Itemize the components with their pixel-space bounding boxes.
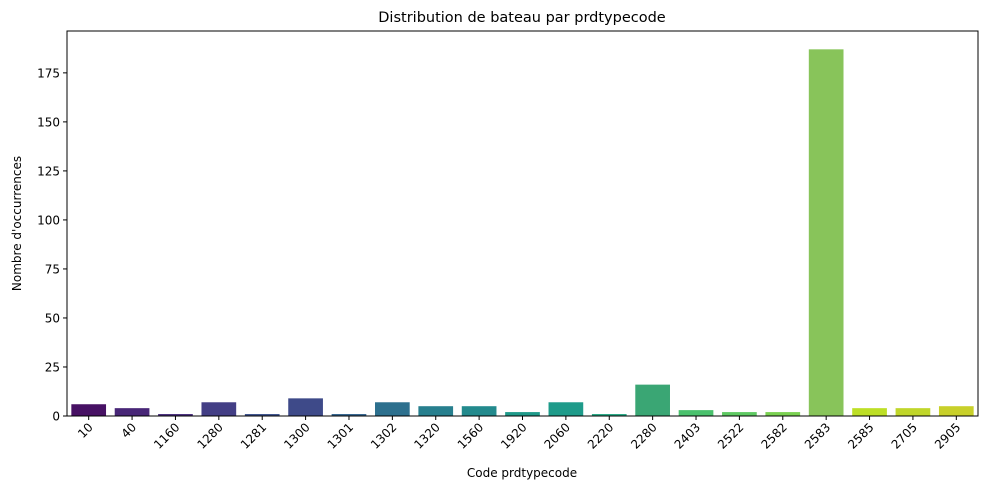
y-tick-label: 75 xyxy=(45,262,60,276)
x-tick-label: 2585 xyxy=(845,420,876,451)
y-tick-label: 150 xyxy=(37,115,60,129)
x-axis-label: Code prdtypecode xyxy=(467,466,577,480)
x-tick-label: 2583 xyxy=(802,420,833,451)
chart-title: Distribution de bateau par prdtypecode xyxy=(378,10,666,26)
bar-1281 xyxy=(244,414,280,416)
x-tick-label: 2220 xyxy=(585,420,616,451)
y-axis-label: Nombre d'occurrences xyxy=(10,156,24,291)
bar-2585 xyxy=(852,408,887,416)
x-tick-label: 40 xyxy=(118,420,139,441)
bar-1302 xyxy=(375,402,410,416)
y-tick-label: 125 xyxy=(37,164,60,178)
bar-1160 xyxy=(158,414,193,416)
x-tick-label: 1560 xyxy=(455,420,486,451)
bar-1320 xyxy=(418,406,454,416)
bars-group xyxy=(71,49,974,416)
x-tick-label: 2522 xyxy=(715,420,746,451)
bar-2280 xyxy=(635,384,670,416)
x-tick-label: 1280 xyxy=(194,420,225,451)
bar-2905 xyxy=(938,406,974,416)
bar-2522 xyxy=(722,412,757,416)
x-tick-label: 1300 xyxy=(281,420,312,451)
bar-2220 xyxy=(591,414,627,416)
bar-40 xyxy=(114,408,150,416)
bar-2403 xyxy=(678,410,714,416)
bar-1301 xyxy=(331,414,367,416)
x-tick-label: 2582 xyxy=(758,420,789,451)
x-tick-label: 1281 xyxy=(238,420,269,451)
bar-2060 xyxy=(548,402,584,416)
y-tick-label: 25 xyxy=(45,360,60,374)
y-axis: 0 25 50 75 100 125 150 175 xyxy=(37,66,67,424)
bar-2582 xyxy=(765,412,801,416)
x-tick-label: 2905 xyxy=(932,420,963,451)
x-tick-label: 2280 xyxy=(628,420,659,451)
bar-1920 xyxy=(505,412,540,416)
bar-1300 xyxy=(288,398,323,416)
x-tick-label: 1302 xyxy=(368,420,399,451)
x-tick-label: 1920 xyxy=(498,420,529,451)
x-tick-label: 2060 xyxy=(542,420,573,451)
bar-1280 xyxy=(201,402,237,416)
x-tick-label: 2705 xyxy=(889,420,920,451)
x-tick-label: 10 xyxy=(75,420,96,441)
y-tick-label: 100 xyxy=(37,213,60,227)
bar-1560 xyxy=(461,406,497,416)
y-tick-label: 175 xyxy=(37,66,60,80)
x-axis: 10 40 1160 1280 1281 1300 1301 1302 1320 1560 1920… xyxy=(75,416,963,452)
bar-2583 xyxy=(808,49,844,416)
x-tick-label: 2403 xyxy=(672,420,703,451)
bar-10 xyxy=(71,404,107,416)
x-tick-label: 1160 xyxy=(151,420,182,451)
y-tick-label: 50 xyxy=(45,311,60,325)
y-tick-label: 0 xyxy=(52,410,60,424)
x-tick-label: 1301 xyxy=(325,420,356,451)
x-tick-label: 1320 xyxy=(411,420,442,451)
bar-2705 xyxy=(895,408,931,416)
